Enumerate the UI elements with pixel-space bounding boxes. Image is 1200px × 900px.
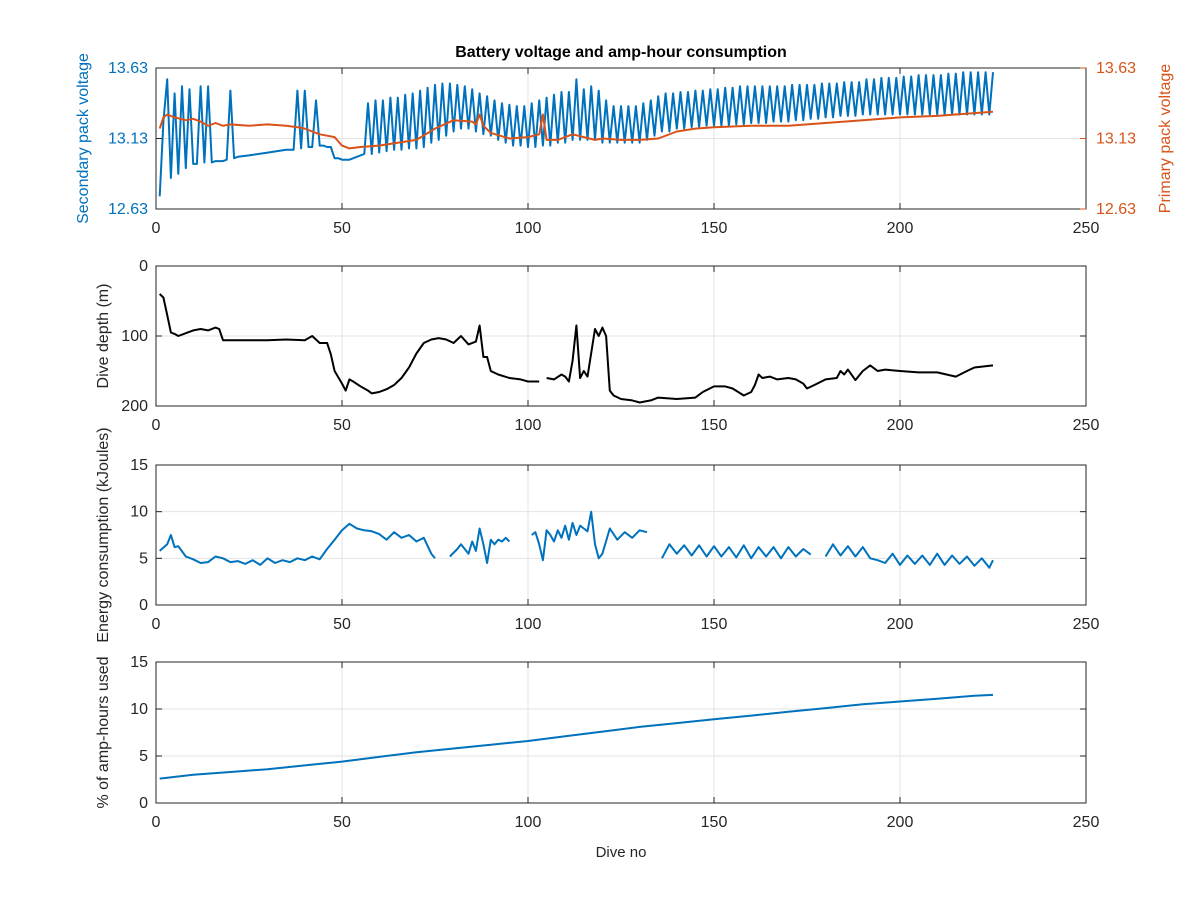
x-tick-label: 0 (152, 220, 161, 237)
x-tick-label: 100 (515, 220, 542, 237)
x-tick-label: 100 (515, 616, 542, 633)
subplots-group: 0 50 100 150 200 25012.6313.1313.6312.6313.13… (75, 53, 1174, 831)
y-tick-label: 100 (121, 328, 148, 345)
x-tick-label: 0 (152, 814, 161, 831)
y-right-tick-label: 13.63 (1096, 60, 1136, 77)
subplot-1: 0 50 100 150 200 250 12.63 13.13 13.63 12.63 13.13… (75, 53, 1174, 237)
y-tick-label: 0 (139, 597, 148, 614)
y-right-axis-label: Primary pack voltage (1157, 64, 1174, 213)
x-tick-label: 50 (333, 616, 351, 633)
x-tick-label: 200 (887, 417, 914, 434)
series-line-primary-pack-voltage (158, 110, 994, 150)
y-axis-label: Energy consumption (kJoules) (95, 427, 112, 642)
y-tick-label: 200 (121, 398, 148, 415)
y-axis-label: Secondary pack voltage (75, 53, 92, 224)
x-tick-label: 100 (515, 814, 542, 831)
y-axis-label: % of amp-hours used (95, 656, 112, 808)
x-tick-label: 250 (1073, 220, 1100, 237)
y-tick-label: 10 (130, 701, 148, 718)
y-tick-label: 13.13 (108, 131, 148, 148)
x-tick-label: 250 (1073, 417, 1100, 434)
y-right-tick-label: 12.63 (1096, 201, 1136, 218)
series-line-plot4-segment-1 (159, 693, 994, 780)
y-tick-label: 5 (139, 748, 148, 765)
x-tick-label: 150 (701, 616, 728, 633)
x-tick-label: 0 (152, 417, 161, 434)
x-tick-label: 50 (333, 814, 351, 831)
x-tick-label: 200 (887, 220, 914, 237)
y-axis-label: Dive depth (m) (95, 284, 112, 389)
series-line-plot3-segment-1 (159, 522, 436, 566)
series-line-plot2-segment-2 (546, 324, 994, 404)
series-line-secondary-pack-voltage (158, 71, 994, 197)
y-tick-label: 15 (130, 457, 148, 474)
series-line-plot3-segment-4 (661, 543, 812, 560)
y-tick-label: 13.63 (108, 60, 148, 77)
axes-box (155, 661, 1087, 804)
series-line-plot2-segment-1 (159, 293, 540, 395)
y-tick-label: 5 (139, 550, 148, 567)
x-tick-label: 50 (333, 220, 351, 237)
y-tick-label: 12.63 (108, 201, 148, 218)
x-tick-label: 50 (333, 417, 351, 434)
subplot-2: 0 50 100 150 200 250 0 100 200 Dive depth (m) (95, 258, 1099, 434)
x-tick-label: 100 (515, 417, 542, 434)
y-tick-label: 0 (139, 795, 148, 812)
y-tick-label: 0 (139, 258, 148, 275)
x-tick-label: 250 (1073, 814, 1100, 831)
y-tick-label: 10 (130, 504, 148, 521)
y-tick-label: 15 (130, 654, 148, 671)
subplot-4: 0 50 100 150 200 250 0 5 10 15 % of amp-hours used (95, 654, 1099, 831)
x-tick-label: 150 (701, 417, 728, 434)
x-tick-label: 0 (152, 616, 161, 633)
series-line-plot3-segment-5 (824, 543, 994, 569)
axes-box (155, 464, 1087, 606)
x-tick-label: 200 (887, 814, 914, 831)
series-line-plot3-segment-2 (449, 527, 511, 564)
x-tick-label: 150 (701, 814, 728, 831)
series-line-plot3-segment-3 (531, 510, 648, 562)
x-axis-label: Dive no (596, 844, 647, 861)
subplot-3: 0 50 100 150 200 250 0 5 10 15 Energy consumption … (95, 427, 1099, 642)
x-tick-label: 200 (887, 616, 914, 633)
figure-title: Battery voltage and amp-hour consumption (455, 44, 787, 61)
x-tick-label: 150 (701, 220, 728, 237)
x-tick-label: 250 (1073, 616, 1100, 633)
y-right-tick-label: 13.13 (1096, 131, 1136, 148)
